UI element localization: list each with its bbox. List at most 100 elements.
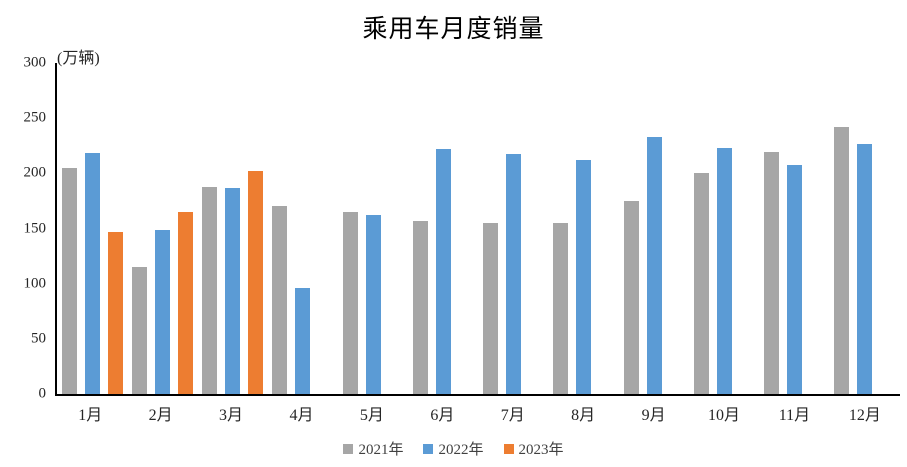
bar-cell: [365, 63, 381, 394]
bar-group-4月: [268, 63, 338, 394]
bar-cell: [810, 63, 825, 394]
bar-cell: [61, 63, 77, 394]
legend-item-2022: 2022年: [423, 438, 484, 459]
bar-group-5月: [338, 63, 408, 394]
legend-label-2021: 2021年: [358, 442, 404, 458]
bar-group-10月: [689, 63, 759, 394]
y-tick-label-100: 100: [23, 275, 47, 292]
bar-2022年-7月: [506, 154, 522, 394]
bar-cell: [248, 63, 264, 394]
bar-2023年-3月: [248, 171, 264, 394]
x-axis-label-6月: 6月: [430, 407, 455, 424]
bar-group-11月: [760, 63, 830, 394]
legend-swatch: [343, 443, 354, 454]
chart-title: 乘用车月度销量: [362, 16, 545, 43]
bar-cell: [834, 63, 850, 394]
legend-swatch: [423, 443, 434, 454]
x-axis-label-9月: 9月: [641, 407, 666, 424]
bar-cell: [857, 63, 873, 394]
bar-cell: [202, 63, 218, 394]
bar-cell: [389, 63, 404, 394]
bar-group-7月: [479, 63, 549, 394]
y-tick-label-300: 300: [23, 54, 47, 71]
bar-cell: [483, 63, 499, 394]
y-axis-ticks: 0 50 100 150 200 250 300: [0, 55, 47, 401]
bar-cell: [435, 63, 451, 394]
bar-cell: [764, 63, 780, 394]
bar-2021年-6月: [412, 220, 428, 394]
x-axis-label-12月: 12月: [848, 407, 881, 424]
bar-2022年-2月: [154, 229, 170, 394]
bar-2021年-8月: [553, 222, 569, 394]
bar-2022年-8月: [576, 159, 592, 394]
bar-cell: [599, 63, 614, 394]
bar-cell: [787, 63, 803, 394]
bar-cell: [623, 63, 639, 394]
bar-2022年-10月: [716, 147, 732, 394]
bar-cell: [318, 63, 333, 394]
bar-cell: [412, 63, 428, 394]
bar-cell: [670, 63, 685, 394]
bar-2021年-11月: [764, 152, 780, 394]
y-tick-label-200: 200: [23, 164, 47, 181]
legend-item-2023: 2023年: [503, 438, 564, 459]
bar-cell: [529, 63, 544, 394]
y-axis-unit-label: (万辆): [57, 50, 100, 67]
x-axis-label-2月: 2月: [148, 407, 173, 424]
bar-cell: [553, 63, 569, 394]
x-axis-label-10月: 10月: [708, 407, 741, 424]
y-tick-label-50: 50: [31, 330, 46, 347]
legend-item-2021: 2021年: [343, 438, 403, 459]
bar-cell: [576, 63, 592, 394]
bar-cell: [131, 63, 147, 394]
bar-2021年-7月: [483, 222, 499, 394]
x-axis-label-5月: 5月: [359, 407, 384, 424]
y-tick-label-150: 150: [23, 220, 47, 236]
bar-group-8月: [549, 63, 619, 394]
legend-label-2023: 2023年: [518, 442, 564, 458]
bar-cell: [716, 63, 732, 394]
bar-2022年-6月: [435, 148, 451, 394]
x-axis-label-1月: 1月: [78, 407, 103, 424]
bar-group-2月: [127, 63, 197, 394]
bar-cell: [84, 63, 100, 394]
bar-group-6月: [408, 63, 478, 394]
bar-2022年-12月: [857, 144, 873, 394]
plot-area: [55, 63, 900, 396]
bar-cell: [154, 63, 170, 394]
bar-group-1月: [57, 63, 127, 394]
bar-cell: [272, 63, 288, 394]
y-tick-label-250: 250: [23, 109, 47, 126]
bar-2021年-2月: [131, 266, 147, 394]
bar-cell: [740, 63, 755, 394]
bar-2022年-5月: [365, 214, 381, 394]
bar-cell: [646, 63, 662, 394]
bar-cell: [177, 63, 193, 394]
bar-cell: [693, 63, 709, 394]
x-axis-labels: 1月 2月 3月 4月 5月 6月 7月 8月 9月 10月 11月 12月: [55, 401, 900, 425]
legend-swatch: [503, 443, 514, 454]
bar-2022年-9月: [646, 136, 662, 394]
legend: 2021年 2022年 2023年: [0, 438, 907, 459]
bar-group-3月: [198, 63, 268, 394]
bar-cell: [295, 63, 311, 394]
bar-2023年-2月: [177, 211, 193, 394]
x-axis-label-7月: 7月: [500, 407, 525, 424]
x-axis-label-8月: 8月: [571, 407, 596, 424]
x-axis-label-4月: 4月: [289, 407, 314, 424]
bar-2021年-4月: [272, 206, 288, 394]
x-axis-label-11月: 11月: [778, 407, 811, 424]
bar-2022年-3月: [225, 188, 241, 394]
bar-group-9月: [619, 63, 689, 394]
bar-2022年-11月: [787, 165, 803, 394]
bar-cell: [107, 63, 123, 394]
bar-group-12月: [830, 63, 900, 394]
bar-2022年-4月: [295, 287, 311, 394]
bar-2023年-1月: [107, 231, 123, 394]
legend-label-2022: 2022年: [438, 442, 484, 458]
bar-2022年-1月: [84, 152, 100, 394]
bar-cell: [342, 63, 358, 394]
bar-cell: [506, 63, 522, 394]
bar-cell: [225, 63, 241, 394]
